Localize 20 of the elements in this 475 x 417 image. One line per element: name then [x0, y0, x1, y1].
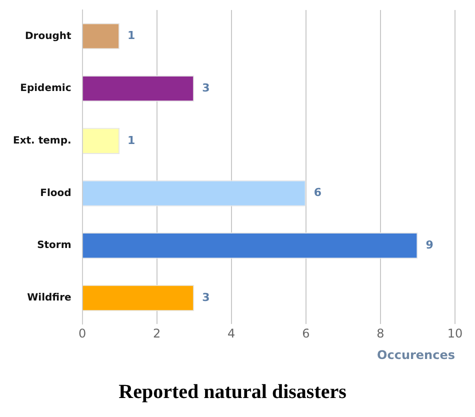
data-label: 3 — [202, 290, 210, 304]
x-tick-label: 2 — [153, 326, 161, 341]
data-label: 1 — [128, 29, 136, 42]
y-tick-label: Flood — [40, 188, 72, 199]
text: Reported natural disasters — [118, 381, 347, 404]
data-label: 9 — [426, 238, 434, 252]
x-tick-label: 6 — [302, 326, 310, 341]
x-tick-label: 0 — [78, 326, 86, 341]
x-tick-label: 10 — [447, 326, 463, 341]
x-tick-label: 8 — [376, 326, 384, 341]
x-tick-label: 4 — [228, 326, 236, 341]
data-label: 3 — [202, 81, 210, 94]
x-axis-title: Occurences — [377, 348, 455, 362]
y-tick-label: Epidemic — [20, 83, 72, 94]
data-label: 6 — [314, 186, 322, 200]
y-tick-label: Wildfire — [27, 292, 72, 304]
y-tick-label: Drought — [25, 30, 72, 42]
y-tick-label: Ext. temp. — [13, 136, 72, 147]
y-tick-label: Storm — [37, 240, 72, 252]
data-label: 1 — [128, 134, 136, 147]
